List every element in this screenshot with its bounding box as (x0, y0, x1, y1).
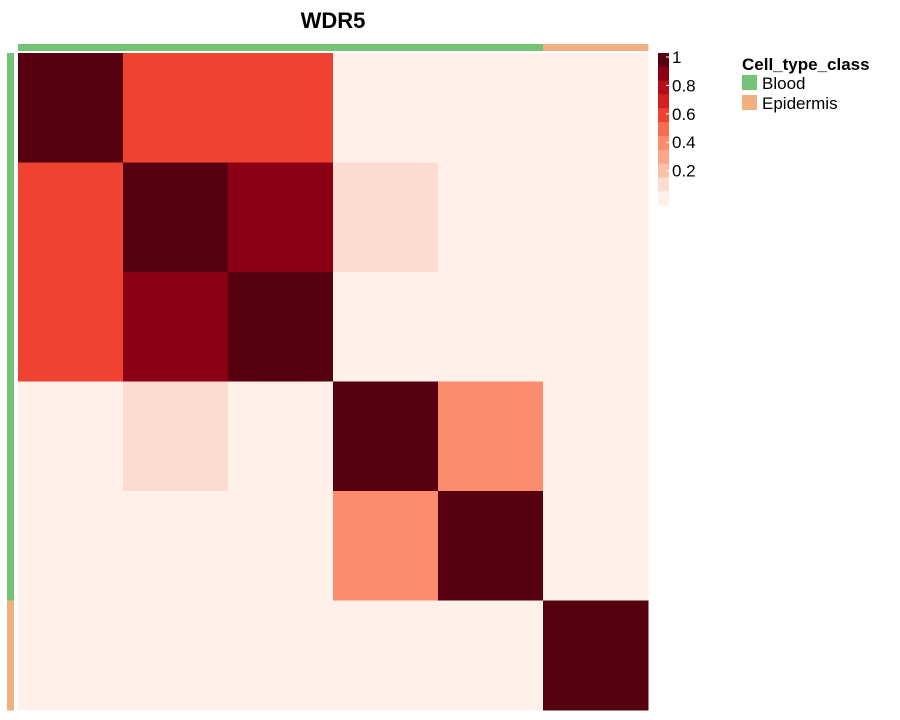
heatmap-cell-r4-c3 (228, 381, 334, 492)
color-scale-tick-label-4: 0.4 (672, 133, 696, 152)
heatmap-cell-r4-c4 (333, 381, 439, 492)
heatmap-cell-r4-c5 (438, 381, 544, 492)
heatmap-cell-r1-c6 (543, 53, 649, 163)
heatmap-cell-r1-c1 (18, 53, 124, 163)
heatmap-cell-r3-c5 (438, 272, 544, 382)
top-annotation-bar (18, 44, 649, 51)
left-annotation-segment-4 (7, 381, 14, 492)
heatmap-cell-r6-c3 (228, 600, 334, 711)
heatmap-cell-r1-c5 (438, 53, 544, 163)
heatmap-cell-r3-c3 (228, 272, 334, 382)
color-scale-swatch-6 (658, 122, 669, 137)
left-annotation-segment-2 (7, 162, 14, 273)
chart-title: WDR5 (301, 8, 366, 33)
heatmap-cell-r1-c2 (123, 53, 229, 163)
heatmap-cell-r4-c1 (18, 381, 124, 492)
top-annotation-segment-5 (438, 44, 544, 51)
heatmap-cell-r6-c1 (18, 600, 124, 711)
heatmap-cell-r2-c2 (123, 162, 229, 273)
color-scale-legend: 1 0.8 0.6 0.4 0.2 (658, 48, 696, 206)
left-annotation-segment-5 (7, 491, 14, 601)
heatmap-cell-r6-c5 (438, 600, 544, 711)
color-scale-swatch-8 (658, 149, 669, 164)
legend-label-blood: Blood (762, 74, 805, 93)
top-annotation-segment-4 (333, 44, 439, 51)
top-annotation-segment-3 (228, 44, 334, 51)
color-scale-swatch-5 (658, 108, 669, 123)
heatmap-cell-r5-c4 (333, 491, 439, 601)
heatmap-cell-r3-c1 (18, 272, 124, 382)
color-scale-swatch-11 (658, 191, 669, 206)
heatmap-cell-r5-c2 (123, 491, 229, 601)
heatmap-cell-r2-c6 (543, 162, 649, 273)
color-scale-swatch-9 (658, 163, 669, 178)
left-annotation-segment-1 (7, 53, 14, 163)
left-annotation-bar (7, 53, 14, 711)
color-scale-tick-label-1: 1 (672, 48, 681, 67)
top-annotation-segment-1 (18, 44, 124, 51)
color-scale-swatch-1 (658, 53, 669, 68)
heatmap-cell-r4-c6 (543, 381, 649, 492)
color-scale-tick-label-5: 0.2 (672, 162, 696, 181)
heatmap-cell-r5-c1 (18, 491, 124, 601)
heatmap-cell-r2-c3 (228, 162, 334, 273)
top-annotation-segment-2 (123, 44, 229, 51)
heatmap-cells (18, 53, 649, 711)
legend-label-epidermis: Epidermis (762, 94, 838, 113)
color-scale-swatch-3 (658, 80, 669, 95)
heatmap-cell-r6-c6 (543, 600, 649, 711)
heatmap-cell-r2-c1 (18, 162, 124, 273)
top-annotation-segment-6 (543, 44, 649, 51)
heatmap-cell-r1-c3 (228, 53, 334, 163)
cell-type-class-legend-title: Cell_type_class (742, 55, 870, 74)
heatmap-cell-r5-c5 (438, 491, 544, 601)
left-annotation-segment-3 (7, 272, 14, 382)
heatmap-cell-r2-c4 (333, 162, 439, 273)
color-scale-swatch-7 (658, 135, 669, 151)
heatmap-cell-r5-c3 (228, 491, 334, 601)
heatmap-cell-r5-c6 (543, 491, 649, 601)
color-scale-tick-label-2: 0.8 (672, 76, 696, 95)
heatmap-cell-r4-c2 (123, 381, 229, 492)
legend-swatch-epidermis (742, 95, 757, 110)
color-scale-swatch-4 (658, 94, 669, 109)
heatmap-cell-r3-c4 (333, 272, 439, 382)
heatmap-cell-r1-c4 (333, 53, 439, 163)
heatmap-cell-r6-c2 (123, 600, 229, 711)
heatmap-cell-r6-c4 (333, 600, 439, 711)
heatmap-cell-r2-c5 (438, 162, 544, 273)
heatmap-cell-r3-c6 (543, 272, 649, 382)
color-scale-swatch-10 (658, 177, 669, 192)
color-scale-swatch-2 (658, 66, 669, 82)
color-scale-tick-label-3: 0.6 (672, 105, 696, 124)
left-annotation-segment-6 (7, 600, 14, 711)
legend-swatch-blood (742, 75, 757, 90)
heatmap-cell-r3-c2 (123, 272, 229, 382)
